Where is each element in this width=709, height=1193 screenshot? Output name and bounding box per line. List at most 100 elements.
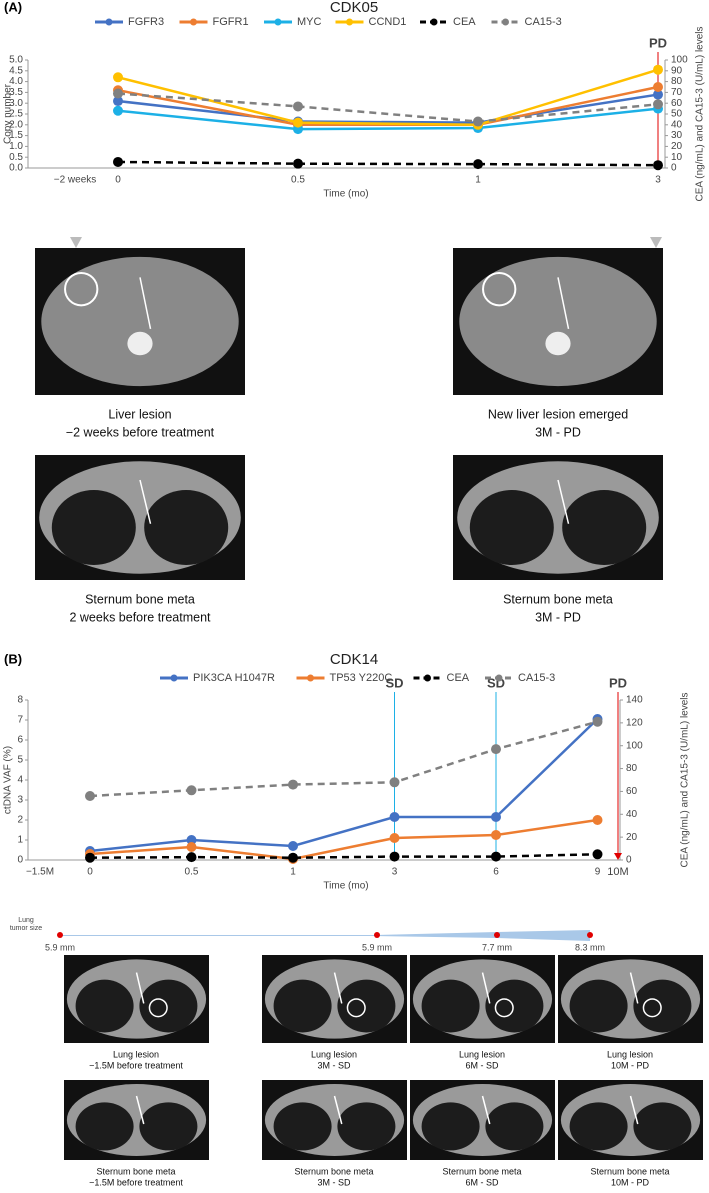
ct-arrow <box>333 972 343 1004</box>
y2-tick-label: 90 <box>671 65 683 76</box>
tumor-size-dot <box>57 932 63 938</box>
tumor-size-label: Lung <box>18 917 34 924</box>
tumor-size-value: 5.9 mm <box>362 942 392 952</box>
ct-body <box>459 256 657 387</box>
y2-axis-label: CEA (ng/mL) and CA15-3 (U/mL) levels <box>680 692 691 867</box>
image-caption: −1.5M before treatment <box>89 1060 183 1070</box>
y-tick-label: 0 <box>17 855 23 866</box>
data-point <box>113 156 123 167</box>
data-point <box>186 842 197 852</box>
panel-label: (B) <box>4 651 22 666</box>
y-tick-label: 1.5 <box>9 130 23 141</box>
ct-lung <box>485 1102 544 1151</box>
legend-marker <box>307 674 314 682</box>
data-point <box>288 779 298 790</box>
ct-lung <box>633 979 692 1033</box>
pointer <box>70 237 82 248</box>
data-point <box>653 64 663 75</box>
ct-lung <box>273 1102 332 1151</box>
image-caption: Liver lesion <box>108 407 171 421</box>
series-line <box>89 718 599 853</box>
legend-label: CEA <box>453 16 476 28</box>
ct-lung <box>139 979 198 1033</box>
ct-lung <box>569 1102 628 1151</box>
series-line <box>117 107 659 131</box>
y2-tick-label: 140 <box>626 695 643 706</box>
data-point <box>491 812 501 822</box>
image-caption: Lung lesion <box>113 1049 159 1059</box>
image-caption: Lung lesion <box>607 1049 653 1059</box>
annotation-arrow <box>614 853 622 860</box>
image-caption: 10M - PD <box>611 1177 650 1187</box>
y-tick-label: 4 <box>17 775 23 786</box>
tumor-size-value: 8.3 mm <box>575 942 605 952</box>
series-line <box>89 818 598 861</box>
y2-tick-label: 0 <box>671 163 677 174</box>
ct-lung <box>562 490 647 565</box>
image-caption: Sternum bone meta <box>590 1166 669 1176</box>
ct-lung <box>144 490 229 565</box>
legend-label: CA15-3 <box>518 672 555 684</box>
ct-lung <box>337 979 396 1033</box>
y-tick-label: 2 <box>17 815 23 826</box>
x-extra-label: −2 weeks <box>54 175 97 186</box>
y2-tick-label: 120 <box>626 717 643 728</box>
data-point <box>113 88 123 99</box>
image-caption: Lung lesion <box>459 1049 505 1059</box>
series-line <box>117 92 659 123</box>
data-point <box>293 158 303 169</box>
series-line <box>89 853 598 859</box>
image-caption: 3M - PD <box>535 610 581 624</box>
legend-marker <box>170 674 178 682</box>
x-extra-label: 10M <box>607 866 628 878</box>
x-axis-label: Time (mo) <box>323 881 368 892</box>
image-caption: Lung lesion <box>311 1049 357 1059</box>
image-caption: −1.5M before treatment <box>89 1177 183 1187</box>
image-caption: 2 weeks before treatment <box>69 610 211 624</box>
image-caption: 10M - PD <box>611 1060 650 1070</box>
data-point <box>85 791 95 801</box>
y-tick-label: 5.0 <box>9 55 23 66</box>
y-tick-label: 2.5 <box>9 109 23 120</box>
y2-tick-label: 20 <box>671 141 683 152</box>
ct-arrow <box>139 479 152 524</box>
annotation: PD <box>609 675 627 690</box>
image-caption: 3M - SD <box>317 1060 351 1070</box>
y-tick-label: 3 <box>17 795 23 806</box>
data-point <box>592 815 603 825</box>
x-axis-label: Time (mo) <box>323 189 368 200</box>
data-point <box>288 852 298 863</box>
data-point <box>293 117 303 128</box>
image-caption: Sternum bone meta <box>85 592 195 606</box>
y2-tick-label: 70 <box>671 87 683 98</box>
y-tick-label: 7 <box>17 715 23 726</box>
ct-lesion-circle <box>494 998 514 1018</box>
ct-lung <box>633 1102 692 1151</box>
y2-axis-label: CEA (ng/mL) and CA15-3 (U/mL) levels <box>695 26 706 201</box>
y2-tick-label: 30 <box>671 130 683 141</box>
y2-tick-label: 100 <box>626 740 643 751</box>
x-extra-label: −1.5M <box>26 867 54 878</box>
tumor-size-dot <box>494 932 500 938</box>
panel-label: (A) <box>4 0 22 14</box>
data-point <box>389 833 400 843</box>
data-point <box>491 744 501 755</box>
image-caption: 6M - SD <box>465 1177 499 1187</box>
legend-marker <box>502 18 509 26</box>
ct-lesion-circle <box>346 998 366 1018</box>
ct-arrow <box>135 1095 145 1125</box>
x-tick-label: 3 <box>392 867 398 878</box>
ct-arrow <box>139 277 152 329</box>
legend-label: CA15-3 <box>525 16 562 28</box>
ct-arrow <box>481 972 491 1004</box>
y-tick-label: 5 <box>17 755 23 766</box>
data-point <box>592 716 603 727</box>
data-point <box>491 830 501 840</box>
legend-marker <box>430 18 438 26</box>
ct-lung <box>469 490 554 565</box>
ct-lesion-circle <box>642 998 662 1018</box>
data-point <box>592 849 603 860</box>
ct-lesion-circle <box>482 271 517 307</box>
ct-lesion-circle <box>64 271 99 307</box>
data-point <box>653 82 663 92</box>
